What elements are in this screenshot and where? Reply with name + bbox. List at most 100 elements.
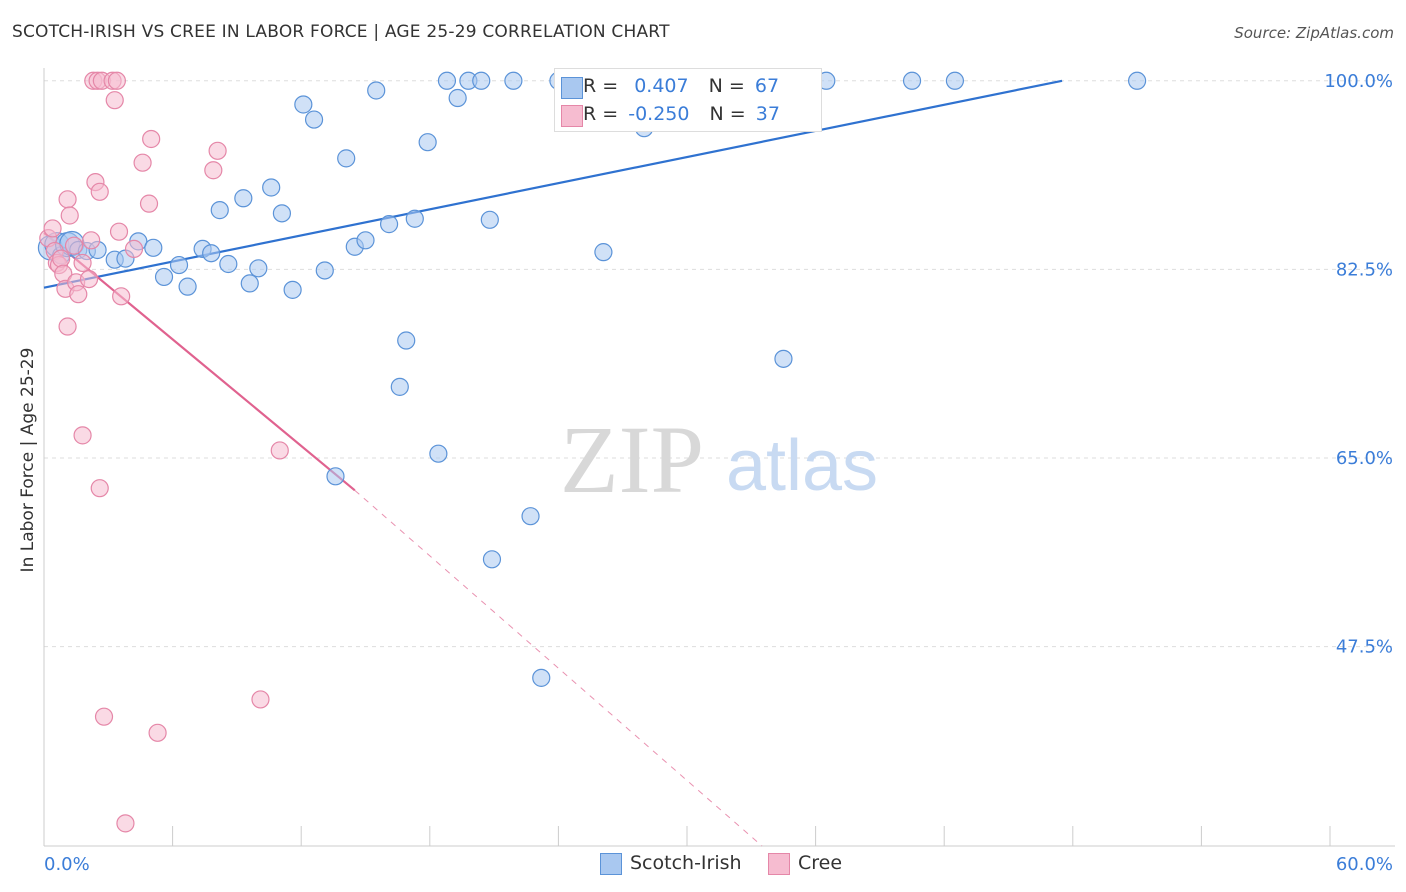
bottom-legend-cree: Cree — [768, 852, 842, 875]
data-point — [315, 261, 334, 280]
y-axis-label: In Labor Force | Age 25-29 — [18, 347, 38, 573]
watermark-atlas: atlas — [726, 426, 878, 506]
data-point — [154, 267, 174, 287]
data-point — [367, 81, 386, 100]
data-point — [52, 249, 71, 268]
axes — [43, 68, 1395, 847]
data-point — [210, 201, 229, 220]
data-point — [379, 215, 399, 234]
bottom-legend-swatch-pink — [768, 852, 790, 875]
data-point — [116, 814, 135, 833]
x-tick-label: 60.0% — [1336, 854, 1393, 875]
data-point — [294, 95, 313, 114]
data-point — [429, 444, 448, 463]
data-point — [945, 71, 965, 90]
data-point — [109, 222, 129, 241]
data-point — [482, 550, 502, 569]
legend-n-value: 67 — [754, 75, 780, 97]
data-point — [60, 206, 79, 225]
y-tick-label: 82.5% — [1336, 259, 1393, 280]
legend-swatch-pink — [561, 105, 583, 127]
data-point — [69, 285, 88, 304]
bottom-legend-scotch-irish: Scotch-Irish — [600, 852, 742, 875]
bottom-legend-label: Cree — [798, 852, 843, 874]
data-point — [437, 71, 457, 90]
data-point — [337, 149, 356, 168]
legend-r-value: -0.250 — [628, 103, 690, 125]
legend-r-label: R = — [583, 103, 619, 125]
legend-swatch-blue — [561, 77, 583, 99]
trend-lines — [43, 79, 1063, 847]
data-point — [105, 91, 124, 110]
data-point — [240, 274, 259, 293]
data-point — [521, 507, 540, 526]
y-tick-label: 65.0% — [1336, 448, 1393, 469]
data-point — [234, 189, 253, 208]
data-point — [304, 110, 324, 129]
data-point — [133, 153, 152, 172]
data-point — [397, 331, 416, 350]
data-point — [90, 182, 109, 201]
data-point — [208, 141, 227, 160]
bottom-legend-swatch-blue — [600, 852, 622, 875]
legend-row-cree: R = -0.250 N = 37 — [561, 103, 780, 127]
data-point — [251, 690, 270, 709]
watermark: ZIP atlas — [560, 406, 878, 513]
data-point — [249, 259, 268, 278]
legend-n-label: N = — [708, 75, 745, 97]
x-tick-label: 0.0% — [44, 854, 90, 875]
source-label: Source: ZipAtlas.com — [1234, 24, 1394, 42]
legend-n-label: N = — [709, 103, 746, 125]
data-point — [390, 377, 409, 396]
data-point — [79, 269, 99, 289]
trend-line-dashed — [354, 489, 763, 847]
data-point — [204, 161, 223, 180]
data-point — [178, 277, 197, 296]
data-point — [774, 349, 793, 368]
chart-title: SCOTCH-IRISH VS CREE IN LABOR FORCE | AG… — [12, 22, 670, 42]
legend-row-scotch-irish: R = 0.407 N = 67 — [561, 75, 780, 99]
data-point — [142, 129, 161, 149]
data-point — [418, 133, 437, 152]
data-point — [270, 441, 289, 460]
data-point — [448, 88, 467, 108]
data-point — [326, 467, 345, 486]
data-point — [472, 71, 491, 90]
data-point — [73, 426, 92, 445]
y-tick-label: 100.0% — [1324, 71, 1393, 92]
data-point — [144, 238, 163, 257]
data-point — [43, 219, 62, 238]
data-point — [594, 243, 613, 262]
legend-r-label: R = — [583, 75, 619, 97]
tick-labels: 100.0% 82.5% 65.0% 47.5% 0.0% 60.0% — [44, 71, 1393, 875]
data-point — [202, 244, 221, 263]
data-point — [283, 280, 302, 299]
bottom-legend-label: Scotch-Irish — [630, 852, 742, 874]
data-point — [112, 287, 131, 306]
data-point — [90, 479, 109, 498]
data-point — [94, 707, 114, 726]
data-point — [58, 190, 77, 209]
grid — [44, 80, 1395, 648]
y-tick-label: 47.5% — [1336, 637, 1393, 658]
data-point — [107, 71, 126, 90]
data-point — [405, 209, 424, 228]
data-point — [58, 317, 77, 336]
legend-r-value: 0.407 — [634, 75, 689, 97]
data-point — [480, 210, 499, 229]
data-point — [124, 239, 144, 259]
legend-n-value: 37 — [755, 103, 780, 125]
data-point — [356, 231, 375, 250]
data-point — [504, 71, 523, 90]
data-point — [139, 194, 159, 213]
data-point — [902, 71, 922, 90]
data-point — [1127, 71, 1147, 90]
data-point — [82, 231, 101, 250]
data-point — [219, 254, 238, 274]
data-point — [73, 253, 92, 273]
data-point — [169, 255, 189, 275]
data-point — [148, 723, 167, 742]
data-point — [64, 236, 84, 255]
data-point — [532, 668, 551, 687]
